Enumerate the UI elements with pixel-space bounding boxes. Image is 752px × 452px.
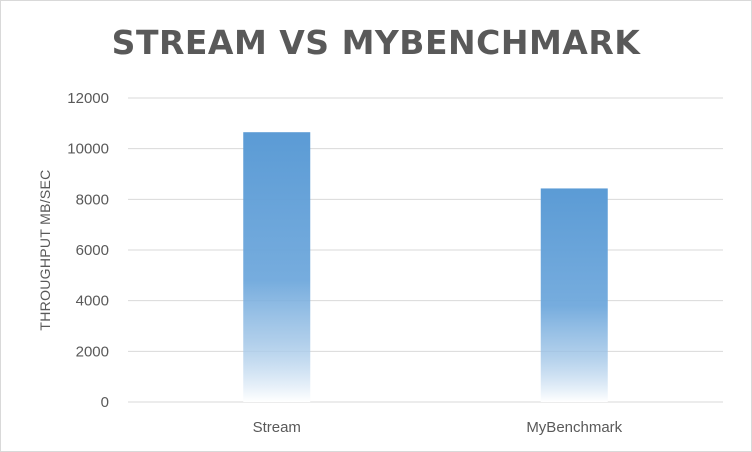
chart-title: STREAM VS MYBENCHMARK bbox=[111, 23, 641, 62]
gridlines bbox=[128, 97, 723, 403]
y-tick-label: 4000 bbox=[76, 293, 109, 310]
y-tick-label: 6000 bbox=[76, 242, 109, 259]
x-tick-label: MyBenchmark bbox=[526, 419, 622, 436]
bars bbox=[243, 132, 608, 402]
y-tick-label: 0 bbox=[101, 394, 109, 411]
bar-stream bbox=[243, 132, 311, 402]
x-tick-labels: Stream MyBenchmark bbox=[253, 419, 623, 436]
bar-mybenchmark bbox=[540, 188, 608, 402]
y-tick-labels: 0 2000 4000 6000 8000 10000 12000 bbox=[67, 90, 109, 411]
y-tick-label: 10000 bbox=[67, 141, 109, 158]
y-tick-label: 8000 bbox=[76, 191, 109, 208]
x-tick-label: Stream bbox=[253, 419, 301, 436]
y-tick-label: 12000 bbox=[67, 90, 109, 107]
y-tick-label: 2000 bbox=[76, 343, 109, 360]
